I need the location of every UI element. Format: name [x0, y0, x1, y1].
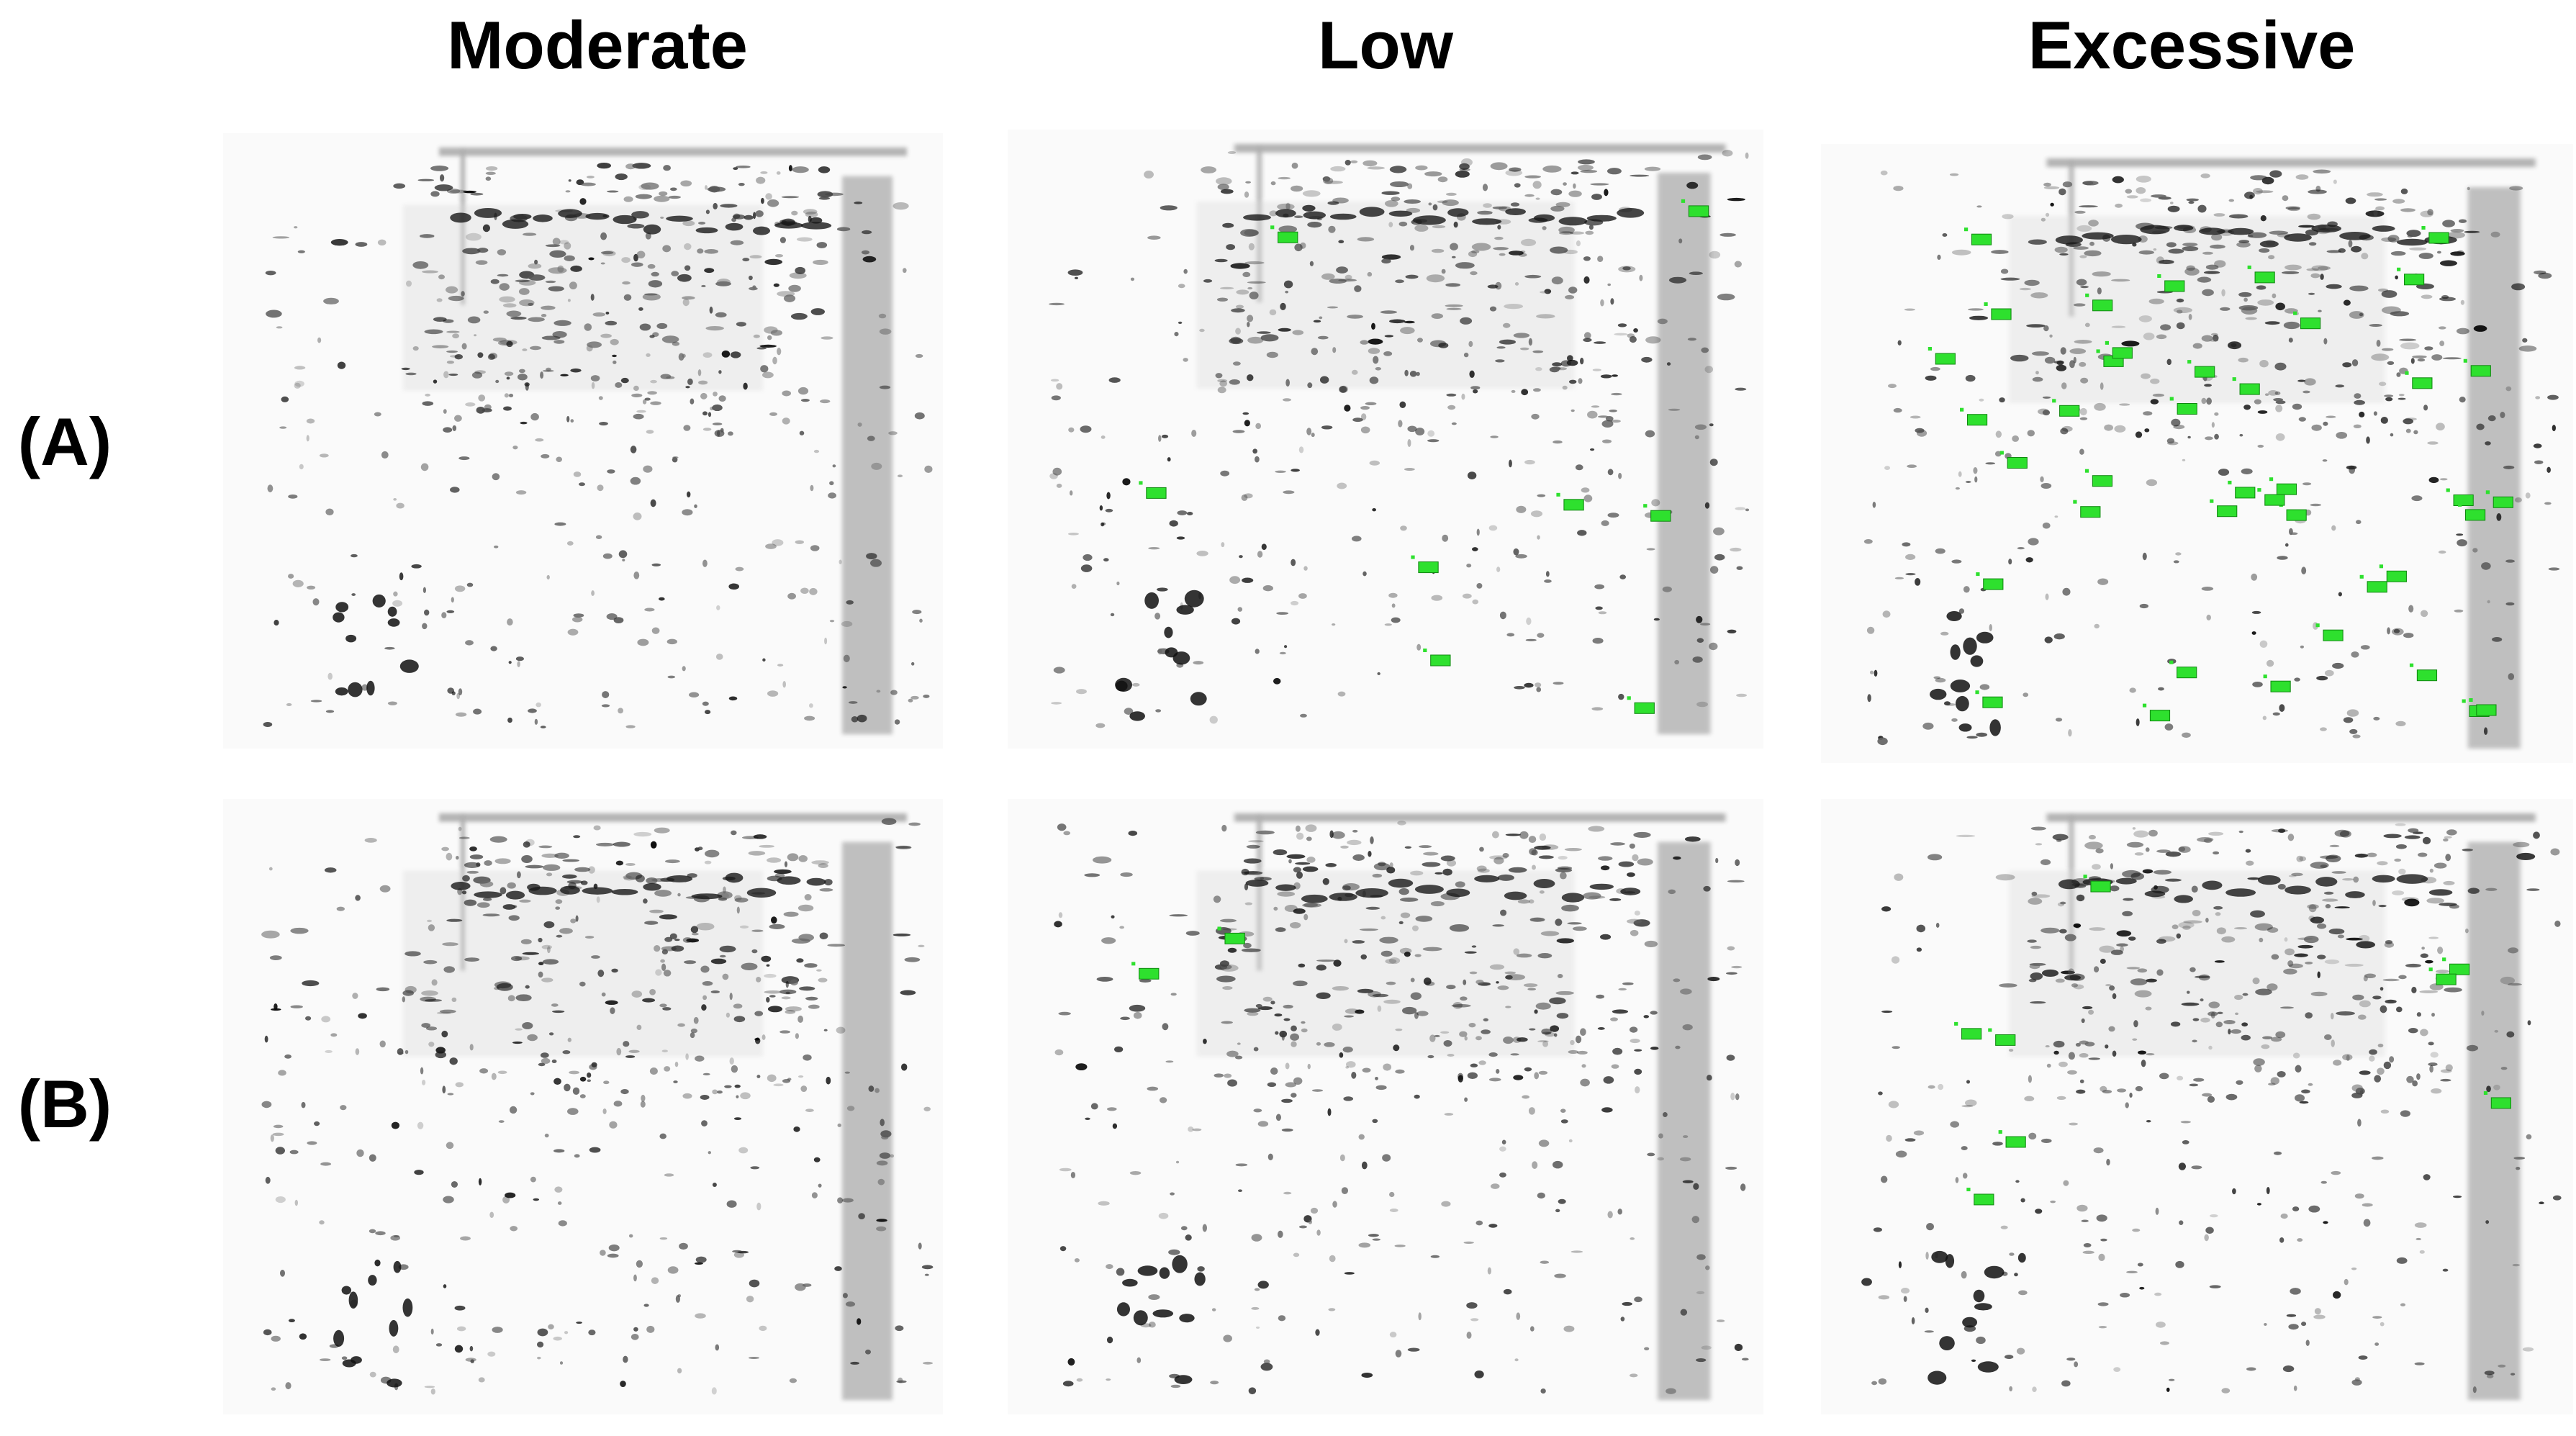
gel-image-a-excessive	[1821, 144, 2573, 763]
column-header-low: Low	[1318, 7, 1453, 83]
row-label-a: (A)	[17, 404, 112, 479]
gel-image-a-low	[1008, 130, 1763, 749]
gel-image-a-moderate	[223, 133, 943, 749]
column-header-excessive: Excessive	[2028, 7, 2356, 83]
row-label-b: (B)	[17, 1066, 112, 1142]
gel-image-b-excessive	[1821, 799, 2573, 1414]
gel-image-b-low	[1008, 799, 1763, 1414]
gel-image-b-moderate	[223, 799, 943, 1414]
column-header-moderate: Moderate	[447, 7, 748, 83]
